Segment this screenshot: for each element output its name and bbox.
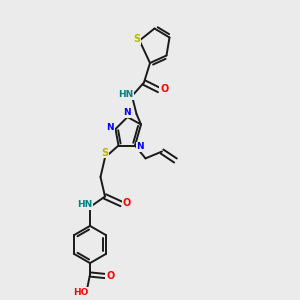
Text: S: S: [101, 148, 108, 158]
Text: HN: HN: [118, 90, 133, 99]
Text: HO: HO: [73, 288, 89, 297]
Text: O: O: [106, 271, 115, 281]
Text: N: N: [123, 108, 131, 117]
Text: HN: HN: [77, 200, 92, 209]
Text: N: N: [136, 142, 144, 152]
Text: O: O: [160, 84, 169, 94]
Text: S: S: [133, 34, 140, 44]
Text: O: O: [123, 198, 131, 208]
Text: N: N: [106, 123, 114, 132]
